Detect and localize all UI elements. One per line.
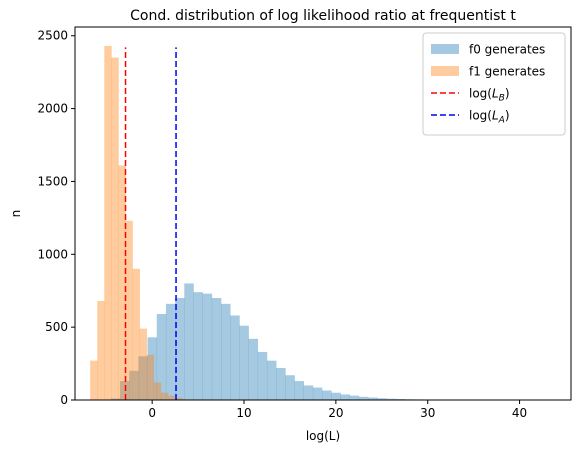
legend-label-line0: log(LB) [469, 87, 510, 104]
legend-label-series0: f0 generates [469, 43, 545, 57]
histogram-bar-series1-bin3 [111, 57, 119, 400]
y-tick-label-0: 0 [60, 393, 68, 407]
histogram-bar-series1-bin1 [97, 300, 105, 400]
histogram-bar-series0-bin12 [221, 303, 231, 400]
y-tick-label-5: 2500 [37, 29, 68, 43]
histogram-bar-series0-bin2 [129, 370, 139, 400]
histogram-bar-series0-bin16 [257, 351, 268, 400]
histogram-bar-series0-bin27 [358, 396, 369, 400]
histogram-bar-series1-bin5 [125, 220, 133, 400]
histogram-bar-series1-bin6 [132, 268, 140, 400]
histogram-bar-series0-bin3 [138, 356, 148, 400]
histogram-bar-series0-bin1 [120, 381, 130, 400]
x-axis-label: log(L) [306, 429, 340, 443]
histogram-bar-series0-bin22 [312, 387, 323, 400]
y-axis-label: n [9, 210, 23, 218]
x-axis-ticks: 0 10 20 30 40 [148, 400, 527, 420]
histogram-bar-series0-bin10 [202, 293, 213, 400]
histogram-bar-series0-bin5 [156, 314, 167, 400]
plot-lines [124, 47, 177, 400]
y-tick-label-2: 1000 [37, 247, 68, 261]
histogram-bar-series1-bin9 [153, 382, 162, 400]
histogram-bar-series1-bin7 [139, 328, 148, 400]
y-tick-label-1: 500 [45, 320, 68, 334]
histogram-bar-series1-bin11 [167, 395, 176, 400]
histogram-bar-series1-bin8 [146, 354, 155, 400]
histogram-bar-series0-bin13 [230, 315, 240, 400]
histogram-bar-series0-bin20 [294, 381, 305, 400]
histogram-bar-series0-bin25 [340, 394, 350, 400]
histogram-bar-series0-bin17 [266, 360, 277, 400]
histogram-bar-series0-bin29 [377, 398, 387, 400]
histogram-bar-series0-bin30 [386, 398, 396, 400]
histogram-bar-series0-bin28 [368, 397, 378, 400]
histogram-bar-series1-bin2 [104, 45, 112, 400]
histogram-bar-series0-bin31 [395, 398, 406, 400]
histogram-bar-series0-bin23 [322, 390, 332, 400]
histogram-bar-series1-bin12 [175, 397, 183, 400]
x-tick-label-1: 10 [236, 406, 251, 420]
histogram-bar-series1-bin10 [160, 392, 169, 400]
y-axis-ticks: 0 500 1000 1500 2000 2500 [37, 29, 75, 407]
histogram-bar-series1-bin4 [118, 165, 126, 400]
histogram-bar-series0-bin0 [110, 398, 121, 400]
legend-swatch-series1 [431, 66, 459, 76]
histogram-bar-series0-bin8 [184, 283, 194, 400]
x-tick-label-4: 40 [512, 406, 527, 420]
histogram-bar-series0-bin15 [248, 338, 259, 400]
x-tick-label-3: 30 [420, 406, 435, 420]
histogram-bar-series0-bin18 [276, 367, 286, 400]
histogram-bar-series0-bin19 [285, 375, 295, 400]
histogram-bar-series1-bin0 [90, 360, 98, 400]
histogram-bar-series0-bin26 [349, 395, 360, 400]
histogram-bar-series0-bin9 [193, 292, 203, 400]
axes-frame [74, 26, 572, 401]
legend-label-series1: f1 generates [469, 65, 545, 79]
y-tick-label-4: 2000 [37, 102, 68, 116]
histogram-bar-series0-bin7 [175, 298, 185, 400]
x-tick-label-0: 0 [148, 406, 156, 420]
histogram-bar-series0-bin14 [239, 325, 249, 400]
histogram-bar-series0-bin6 [165, 303, 176, 400]
legend-swatch-series0 [431, 44, 459, 54]
legend-label-line1: log(LA) [469, 109, 510, 126]
plot-bars [90, 45, 562, 400]
y-tick-label-3: 1500 [37, 174, 68, 188]
histogram-bar-series0-bin24 [331, 392, 341, 400]
histogram-bar-series0-bin4 [147, 337, 158, 400]
legend-box [422, 32, 566, 136]
legend: f0 generates f1 generates log(LB) log(LA) [422, 32, 566, 136]
x-tick-label-2: 20 [328, 406, 343, 420]
histogram-bar-series0-bin11 [211, 298, 222, 400]
chart-title: Cond. distribution of log likelihood rat… [130, 8, 516, 24]
histogram-bar-series0-bin21 [303, 385, 314, 400]
